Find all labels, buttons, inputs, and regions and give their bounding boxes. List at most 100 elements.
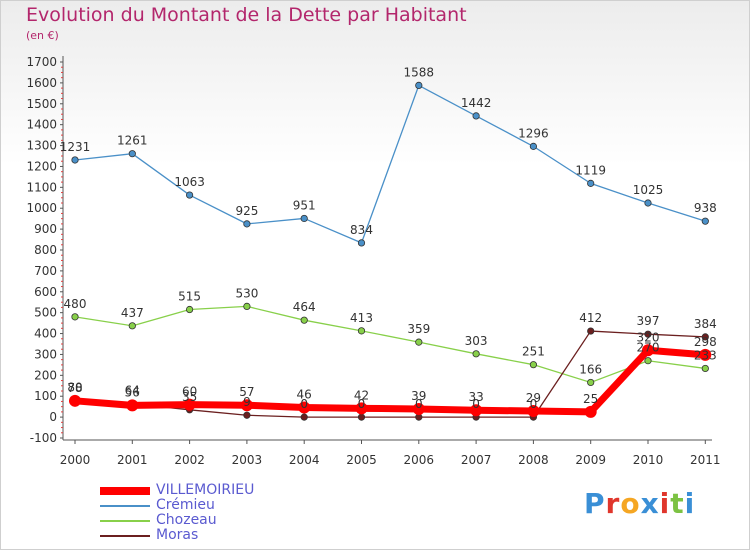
data-point (644, 330, 652, 338)
data-label: 951 (293, 198, 316, 212)
data-label: 0 (358, 397, 366, 411)
data-point (470, 404, 483, 417)
legend-label: Moras (156, 527, 199, 543)
y-tick-label: 0 (49, 410, 57, 424)
data-label: 60 (182, 385, 197, 399)
data-label: 35 (182, 390, 197, 404)
legend-swatch (100, 520, 150, 522)
data-label: 320 (637, 330, 660, 344)
data-point (298, 401, 311, 414)
data-label: 46 (297, 388, 312, 402)
data-point (300, 413, 308, 421)
y-tick-label: 500 (34, 306, 57, 320)
data-label: 1025 (633, 183, 664, 197)
data-point (357, 413, 366, 421)
data-point (128, 322, 136, 330)
legend-swatch (100, 505, 150, 507)
series-line-chozeau (74, 305, 706, 384)
data-point (529, 361, 538, 369)
data-point (587, 327, 595, 335)
logo-letter: i (659, 487, 671, 520)
logo-letter: r (605, 487, 621, 520)
proxiti-logo: Proxiti (584, 487, 695, 520)
x-tick-label: 2004 (289, 453, 320, 467)
y-tick-label: 1700 (26, 55, 57, 69)
data-label: 29 (526, 391, 541, 405)
data-label: 925 (235, 204, 258, 218)
logo-letter: P (584, 487, 606, 520)
logo-letter: x (640, 487, 660, 520)
series-line-moras (74, 330, 706, 418)
data-label: 298 (694, 335, 717, 349)
data-label: 0 (472, 397, 480, 411)
data-label: 834 (350, 223, 373, 237)
data-point (699, 348, 712, 361)
logo-letter: t (670, 487, 685, 520)
data-label: 397 (637, 314, 660, 328)
y-tick-label: 600 (34, 285, 57, 299)
data-label: 166 (579, 362, 602, 376)
legend-swatch (100, 487, 150, 495)
x-tick-label: 2010 (633, 453, 664, 467)
data-point (243, 220, 251, 228)
y-tick-label: 1600 (26, 76, 57, 90)
data-point (357, 239, 366, 247)
data-point (357, 327, 366, 335)
y-tick-label: 1300 (26, 139, 57, 153)
data-label: 80 (67, 380, 82, 394)
data-label: 39 (411, 389, 426, 403)
data-label: 1261 (117, 134, 148, 148)
data-label: 938 (694, 201, 717, 215)
y-tick-label: 100 (34, 389, 57, 403)
x-tick-label: 2002 (174, 453, 205, 467)
data-label: 42 (354, 388, 369, 402)
y-tick-label: 800 (34, 243, 57, 257)
y-tick-label: 300 (34, 347, 57, 361)
data-point (701, 217, 709, 225)
data-label: 33 (468, 390, 483, 404)
y-tick-label: 400 (34, 327, 57, 341)
data-label: 412 (579, 311, 602, 325)
x-tick-label: 2007 (461, 453, 492, 467)
x-tick-label: 2006 (404, 453, 435, 467)
data-point (529, 142, 538, 150)
data-point (472, 350, 480, 358)
data-point (355, 402, 368, 415)
data-label: 0 (300, 397, 308, 411)
data-label: 251 (522, 345, 545, 359)
data-point (587, 378, 595, 387)
data-label: 25 (583, 392, 598, 406)
data-point (243, 411, 251, 419)
y-tick-label: 700 (34, 264, 57, 278)
data-label: 57 (239, 385, 254, 399)
data-label: 233 (694, 348, 717, 362)
data-point (472, 112, 480, 120)
series-line-villemoirieu (74, 346, 706, 416)
data-label: 0 (530, 397, 538, 411)
data-point (527, 405, 540, 418)
x-tick-label: 2008 (518, 453, 549, 467)
data-point (71, 313, 79, 321)
data-label: 78 (67, 381, 82, 395)
logo-letter: i (684, 487, 696, 520)
legend-swatch (100, 535, 150, 537)
logo-letter: o (620, 487, 641, 520)
data-point (300, 214, 308, 223)
data-point (128, 150, 136, 158)
series-line-cr-mieu (74, 84, 706, 244)
data-label: 270 (637, 341, 660, 355)
data-label: 480 (64, 297, 87, 311)
data-label: 1442 (461, 96, 492, 110)
x-tick-label: 2003 (232, 453, 263, 467)
data-label: 530 (235, 286, 258, 300)
x-tick-label: 2005 (346, 453, 377, 467)
x-tick-label: 2011 (690, 453, 721, 467)
data-point (126, 399, 139, 412)
data-point (186, 305, 194, 314)
data-label: 359 (407, 322, 430, 336)
data-label: 1296 (518, 126, 549, 140)
data-label: 1588 (404, 65, 435, 79)
data-point (644, 199, 652, 207)
y-tick-label: 1400 (26, 118, 57, 132)
